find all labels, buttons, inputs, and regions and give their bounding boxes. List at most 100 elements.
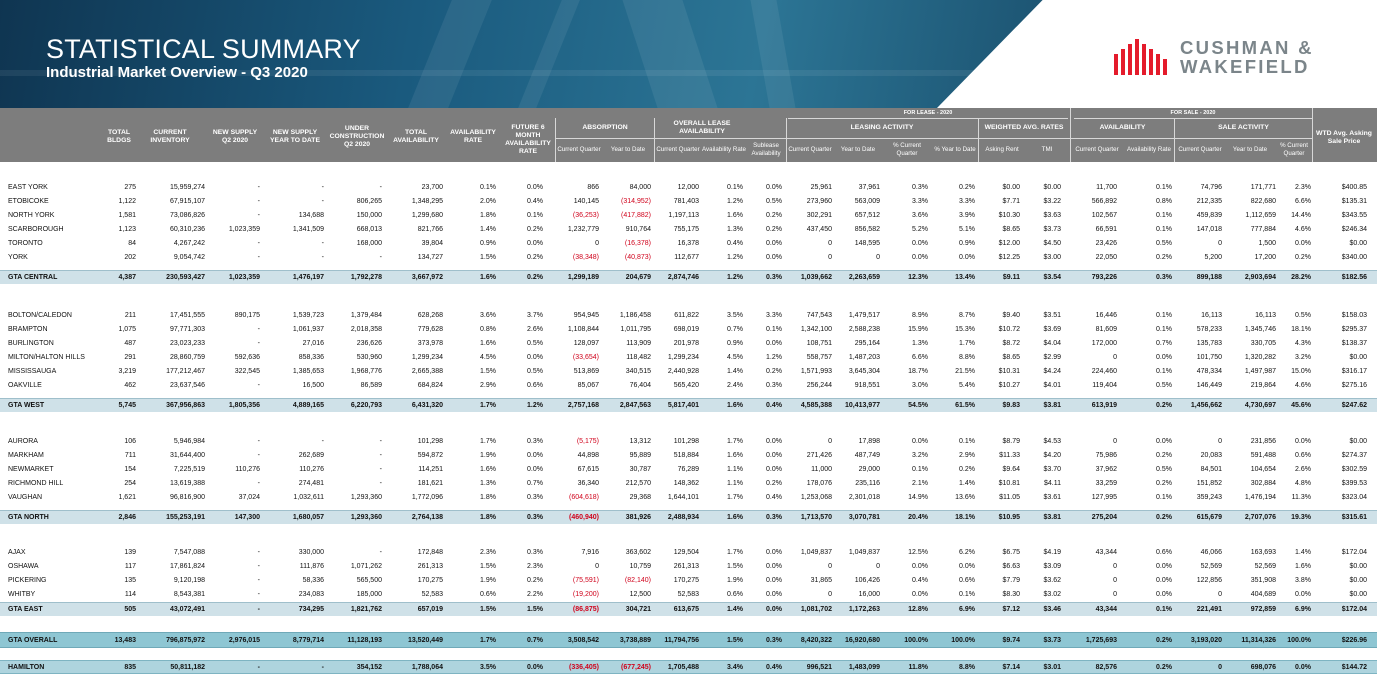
cell-leasing-pct-ytd: 18.1%	[955, 514, 975, 521]
sub-sublease-availability: Sublease Availability	[751, 142, 781, 157]
cell-sale-availability-current: 33,259	[1095, 480, 1117, 487]
cell-new-supply-ytd: -	[321, 184, 324, 191]
cell-sale-ytd: 1,112,659	[1245, 212, 1276, 219]
cell-absorption-ytd: (417,882)	[621, 212, 651, 219]
cell-leasing-pct-ytd: 1.7%	[959, 340, 975, 347]
cell-sale-ytd: 777,884	[1250, 226, 1276, 233]
cell-new-supply-q2: -	[257, 198, 260, 205]
cell-total-availability: 1,348,295	[411, 198, 443, 205]
cell-sale-availability-current: 172,000	[1091, 340, 1117, 347]
cell-wtd-avg-asking-sale-price: $295.37	[1341, 326, 1367, 333]
cell-future-6-month-rate: 0.3%	[527, 494, 543, 501]
cell-sublease-availability: 0.4%	[766, 664, 782, 671]
cell-lease-availability-rate: 1.7%	[727, 549, 743, 556]
cell-availability-rate: 3.6%	[480, 312, 496, 319]
cell-new-supply-ytd: -	[321, 254, 324, 261]
cell-absorption-ytd: 910,764	[625, 226, 651, 233]
cell-total-availability: 261,313	[417, 563, 443, 570]
table-row: MILTON/HALTON HILLS 291 28,860,759 592,636 8…	[0, 351, 1377, 365]
table-row: MISSISSAUGA 3,219 177,212,467 322,545 1,385,…	[0, 365, 1377, 379]
cell-sale-ytd: 11,314,326	[1241, 637, 1276, 644]
cell-total-availability: 170,275	[417, 577, 443, 584]
cell-absorption-ytd: 204,679	[625, 274, 651, 281]
cell-asking-rent: $9.40	[1002, 312, 1020, 319]
cell-future-6-month-rate: 1.5%	[527, 606, 543, 613]
table-row-total: GTA CENTRAL 4,387 230,593,427 1,023,359 1,47…	[0, 270, 1377, 284]
cell-under-construction: 565,500	[356, 577, 382, 584]
cell-sale-availability-current: 0	[1113, 563, 1117, 570]
cell-total-bldgs: 117	[124, 563, 136, 570]
cell-tmi: $0.00	[1043, 184, 1061, 191]
cell-sublease-availability: 0.0%	[766, 466, 782, 473]
cell-leasing-current: 273,960	[806, 198, 832, 205]
cell-future-6-month-rate: 0.6%	[527, 382, 543, 389]
cell-sale-availability-current: 81,609	[1095, 326, 1117, 333]
cell-current-inventory: 367,956,863	[166, 402, 205, 409]
cell-under-construction: 1,293,360	[350, 514, 382, 521]
cell-leasing-pct-current: 0.0%	[912, 254, 928, 261]
cell-leasing-current: 1,039,662	[800, 274, 832, 281]
cell-sublease-availability: 0.0%	[766, 563, 782, 570]
cell-leasing-ytd: 0	[876, 254, 880, 261]
cell-leasing-ytd: 1,479,517	[848, 312, 880, 319]
cell-absorption-current: 0	[595, 563, 599, 570]
cell-row-label: WHITBY	[8, 591, 36, 598]
cell-absorption-current: 85,067	[577, 382, 599, 389]
cell-leasing-pct-ytd: 6.2%	[959, 549, 975, 556]
cushman-wakefield-logo: CUSHMAN & WAKEFIELD	[1112, 36, 1324, 80]
cell-sale-pct-current: 0.5%	[1295, 312, 1311, 319]
cell-sale-availability-current: 102,567	[1091, 212, 1117, 219]
cell-absorption-current: (336,405)	[569, 664, 599, 671]
cell-availability-rate: 1.5%	[480, 606, 496, 613]
cell-new-supply-ytd: 1,061,937	[292, 326, 324, 333]
header-banner: STATISTICAL SUMMARY Industrial Market Ov…	[0, 0, 1377, 108]
cell-sale-ytd: 1,320,282	[1244, 354, 1276, 361]
cell-absorption-current: 140,145	[573, 198, 599, 205]
cell-total-availability: 628,268	[417, 312, 443, 319]
cell-sale-availability-rate: 0.1%	[1156, 326, 1172, 333]
cell-sublease-availability: 0.0%	[766, 340, 782, 347]
cell-new-supply-ytd: -	[321, 198, 324, 205]
cell-absorption-ytd: 1,011,795	[620, 326, 651, 333]
cell-leasing-pct-current: 5.2%	[912, 226, 928, 233]
cell-new-supply-q2: 1,805,356	[228, 402, 260, 409]
cell-sale-pct-current: 0.6%	[1295, 452, 1311, 459]
cell-new-supply-q2: -	[257, 382, 260, 389]
cell-absorption-current: (460,940)	[569, 514, 599, 521]
cell-tmi: $3.62	[1043, 577, 1061, 584]
table-header: FOR LEASE - 2020 FOR SALE - 2020 TOTAL B…	[0, 108, 1377, 162]
cell-asking-rent: $8.65	[1002, 354, 1020, 361]
cell-new-supply-q2: -	[257, 563, 260, 570]
cell-leasing-current: 302,291	[806, 212, 832, 219]
cell-sale-availability-rate: 0.2%	[1156, 514, 1172, 521]
cell-sale-availability-rate: 0.1%	[1156, 212, 1172, 219]
cell-leasing-current: 0	[828, 438, 832, 445]
cell-leasing-pct-ytd: 0.6%	[959, 577, 975, 584]
cell-sale-current: 578,233	[1196, 326, 1222, 333]
cell-lease-availability-rate: 0.9%	[727, 340, 743, 347]
cell-row-label: BOLTON/CALEDON	[8, 312, 72, 319]
cell-absorption-current: 2,757,168	[567, 402, 599, 409]
cell-sale-pct-current: 14.4%	[1291, 212, 1311, 219]
cell-leasing-pct-current: 0.0%	[912, 438, 928, 445]
for-lease-label: FOR LEASE - 2020	[903, 110, 953, 116]
cell-leasing-pct-current: 12.8%	[908, 606, 928, 613]
cell-leasing-pct-ytd: 0.9%	[959, 240, 975, 247]
cell-sale-availability-current: 1,725,693	[1085, 637, 1117, 644]
cell-current-inventory: 23,023,233	[169, 340, 205, 347]
cell-leasing-current: 558,757	[806, 354, 832, 361]
cell-new-supply-q2: 37,024	[238, 494, 260, 501]
cell-leasing-current: 0	[828, 240, 832, 247]
cell-lease-availability-rate: 1.3%	[727, 226, 743, 233]
cell-tmi: $3.09	[1043, 563, 1061, 570]
cell-tmi: $3.01	[1043, 664, 1061, 671]
cell-absorption-current: 866	[587, 184, 599, 191]
cell-sale-availability-rate: 0.8%	[1156, 198, 1172, 205]
cell-leasing-ytd: 1,483,099	[848, 664, 880, 671]
cell-sale-current: 135,783	[1196, 340, 1222, 347]
cell-total-availability: 779,628	[417, 326, 443, 333]
cell-new-supply-ytd: -	[321, 664, 324, 671]
cell-leasing-pct-ytd: 21.5%	[955, 368, 975, 375]
cell-availability-rate: 2.0%	[480, 198, 496, 205]
cell-leasing-pct-ytd: 3.3%	[959, 198, 975, 205]
